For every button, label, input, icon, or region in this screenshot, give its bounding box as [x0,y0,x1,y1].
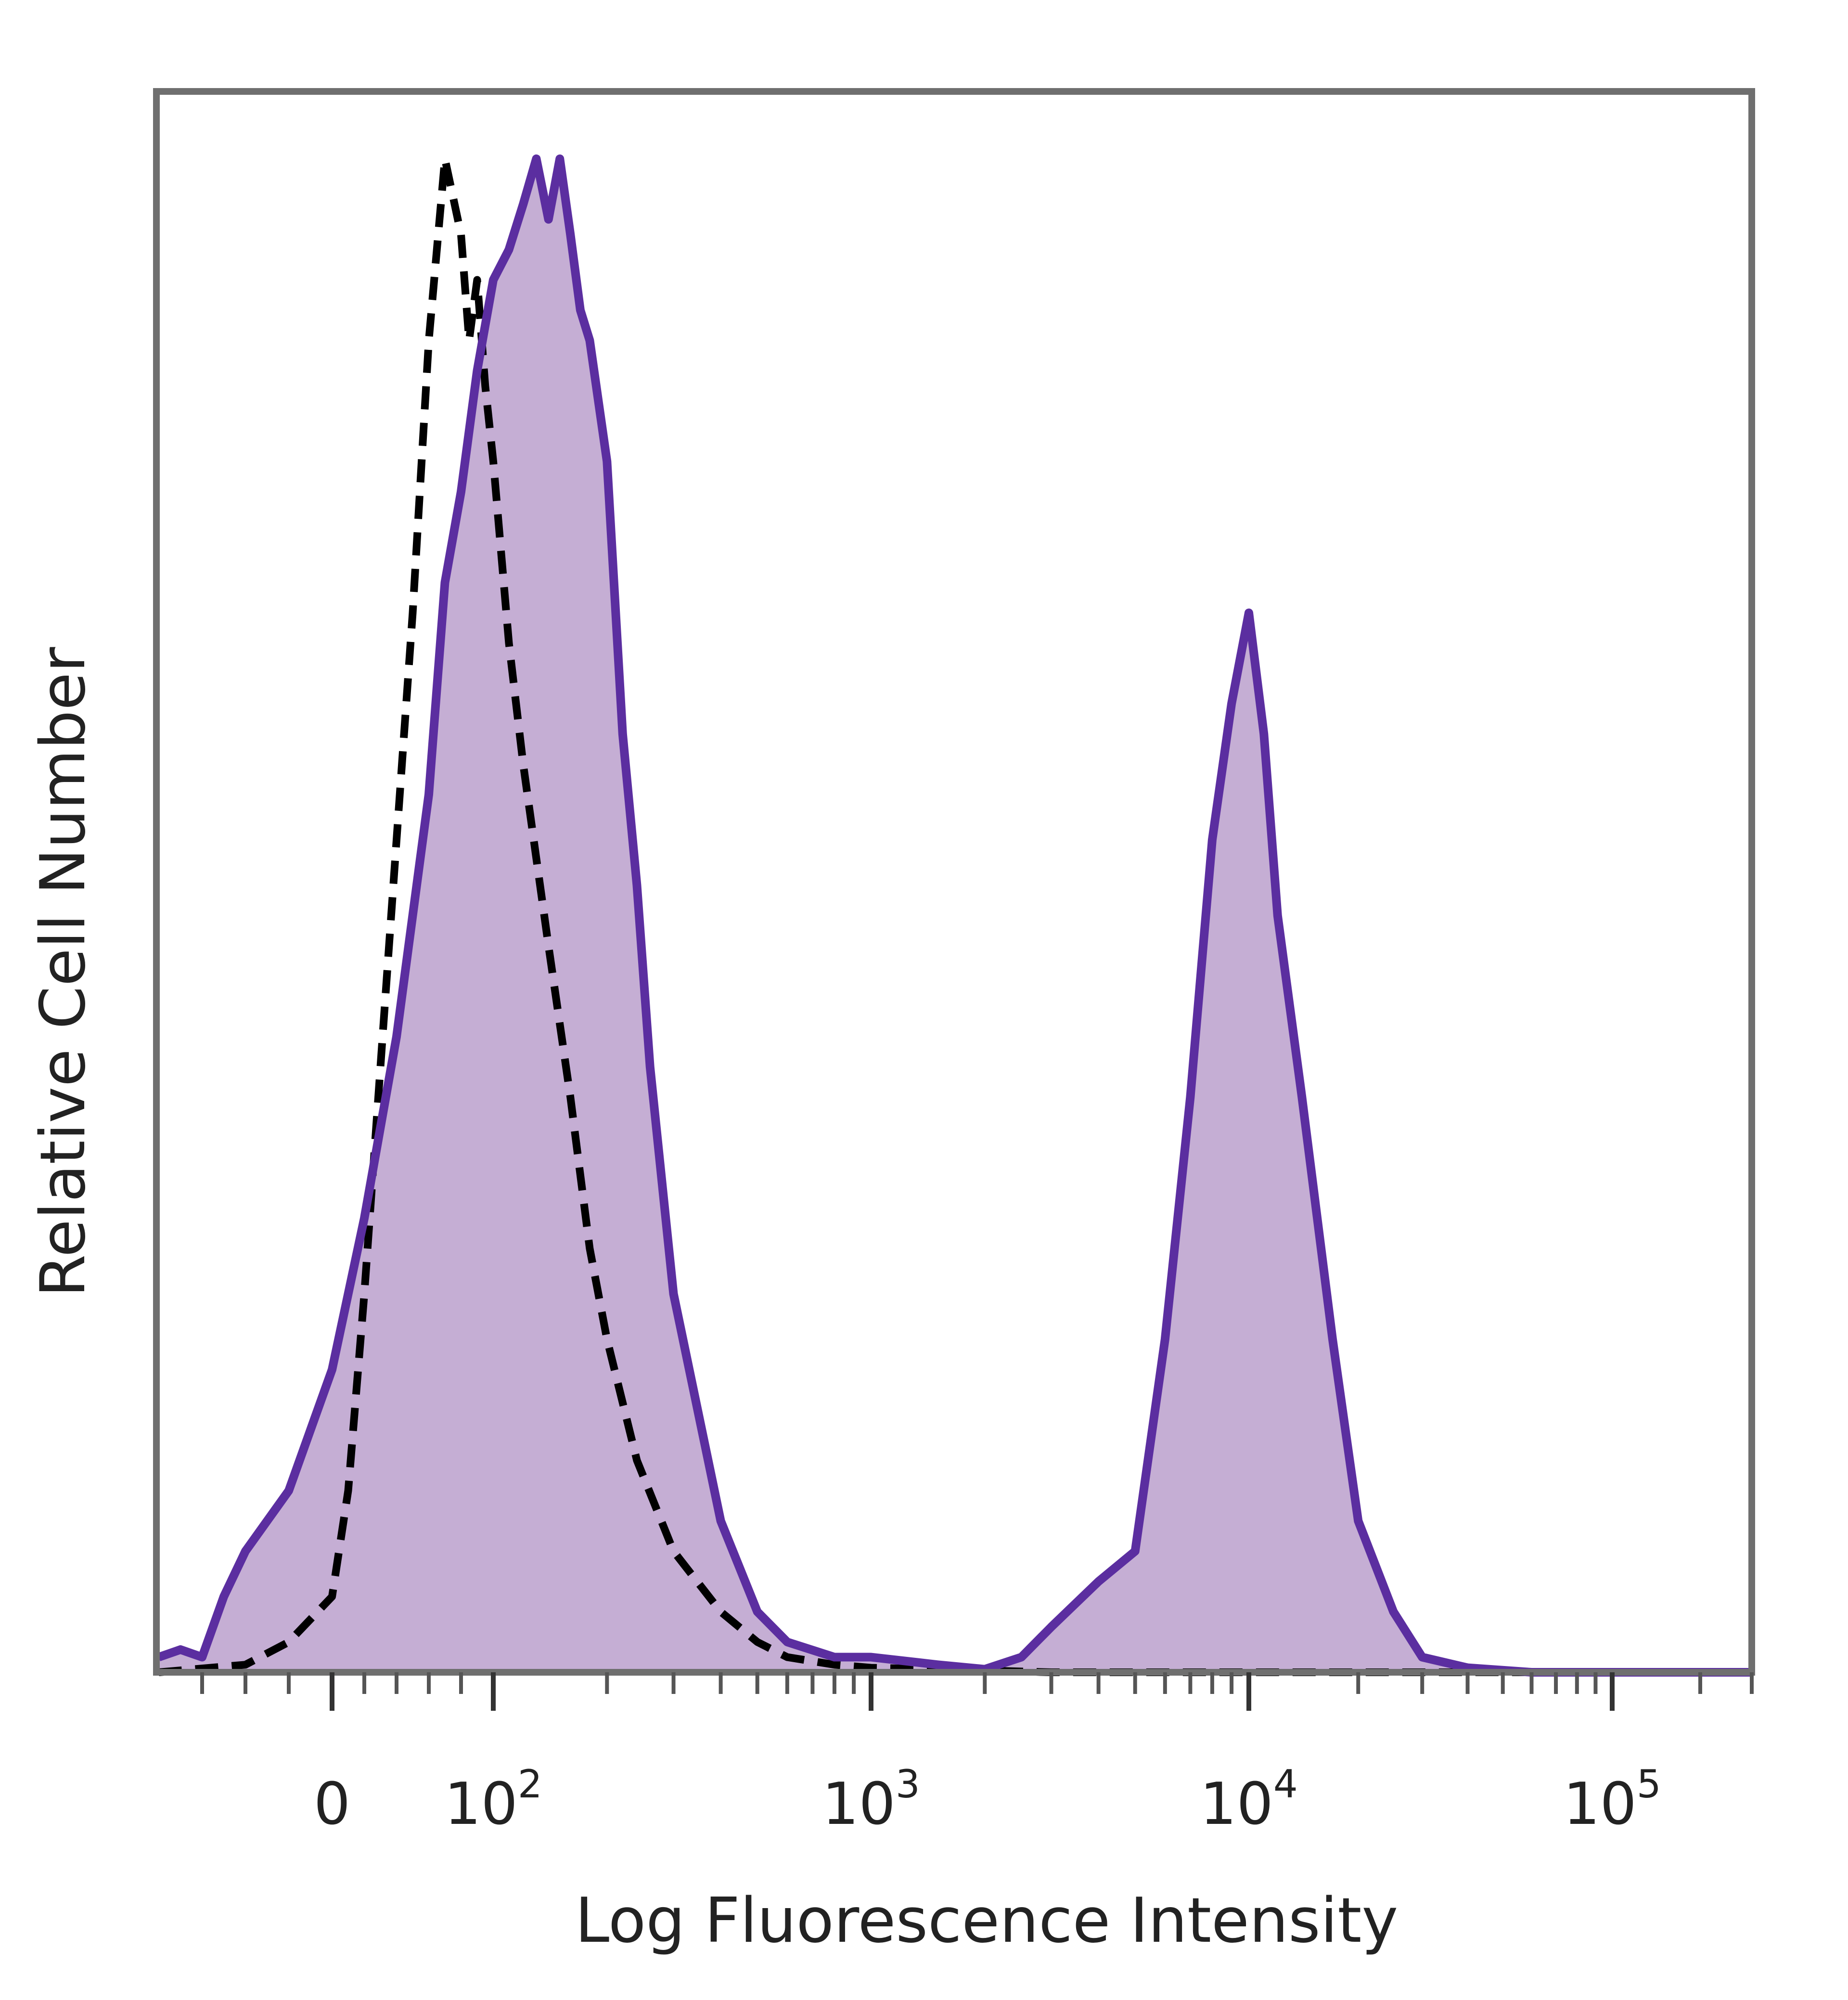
x-tick-label: 102 [444,1762,542,1838]
tick-label-exponent: 5 [1637,1762,1661,1807]
x-axis-ticks: 0 102 103 104 105 [200,1672,1754,1838]
x-tick-label: 105 [1563,1762,1661,1838]
tick-label-base: 10 [1200,1771,1273,1838]
x-tick-label: 103 [822,1762,920,1838]
plot-layer [157,154,1752,1677]
x-axis-title: Log Fluorescence Intensity [575,1885,1398,1957]
x-tick-label: 104 [1200,1762,1298,1838]
histogram-line-dashed [158,155,1752,1676]
y-axis-title: Relative Cell Number [27,647,99,1297]
plot-frame [153,88,1755,1676]
tick-label-base: 10 [822,1771,896,1838]
tick-label-base: 10 [444,1771,518,1838]
tick-label-exponent: 2 [518,1762,542,1807]
tick-label-exponent: 4 [1273,1762,1298,1807]
histogram-line-solid [157,154,1752,1677]
tick-label-base: 10 [1563,1771,1637,1838]
histogram-fill-series-1 [159,159,1752,1672]
tick-label-exponent: 3 [896,1762,920,1807]
x-tick-label: 0 [314,1771,350,1838]
